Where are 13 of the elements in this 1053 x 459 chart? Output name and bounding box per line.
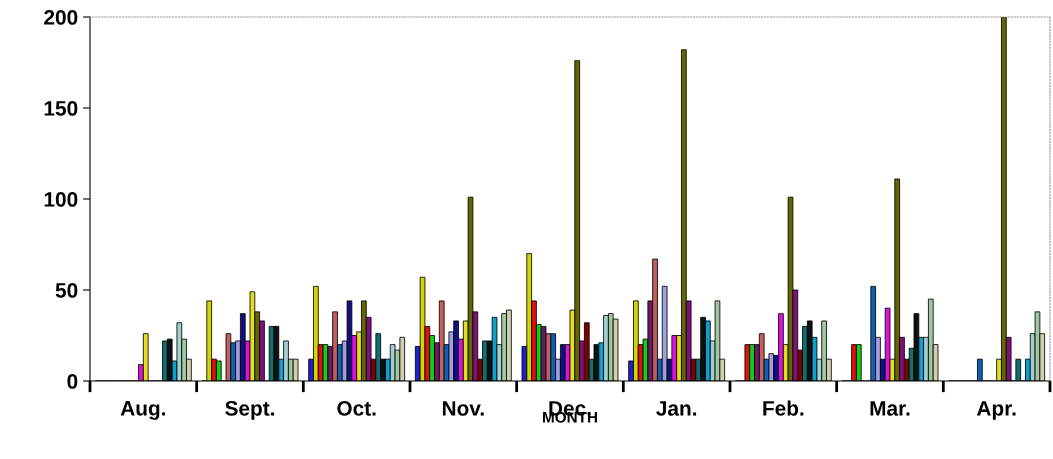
y-tick-label: 100	[44, 192, 78, 207]
y-tick-label: 50	[55, 283, 78, 298]
x-tick-label: Nov.	[442, 401, 484, 416]
x-tick-label: Apr.	[976, 401, 1016, 420]
y-tick-label: 200	[44, 10, 78, 25]
y-tick-label: 0	[67, 374, 78, 389]
x-tick-label: Aug.	[120, 401, 166, 420]
y-tick-label: 150	[44, 101, 78, 116]
x-tick-label: Jan.	[656, 401, 697, 416]
x-tick-label: Oct.	[337, 400, 376, 416]
x-tick-label: Sept.	[225, 400, 275, 420]
x-tick-label: Feb.	[763, 400, 804, 416]
x-tick-label: Mar.	[870, 401, 910, 416]
